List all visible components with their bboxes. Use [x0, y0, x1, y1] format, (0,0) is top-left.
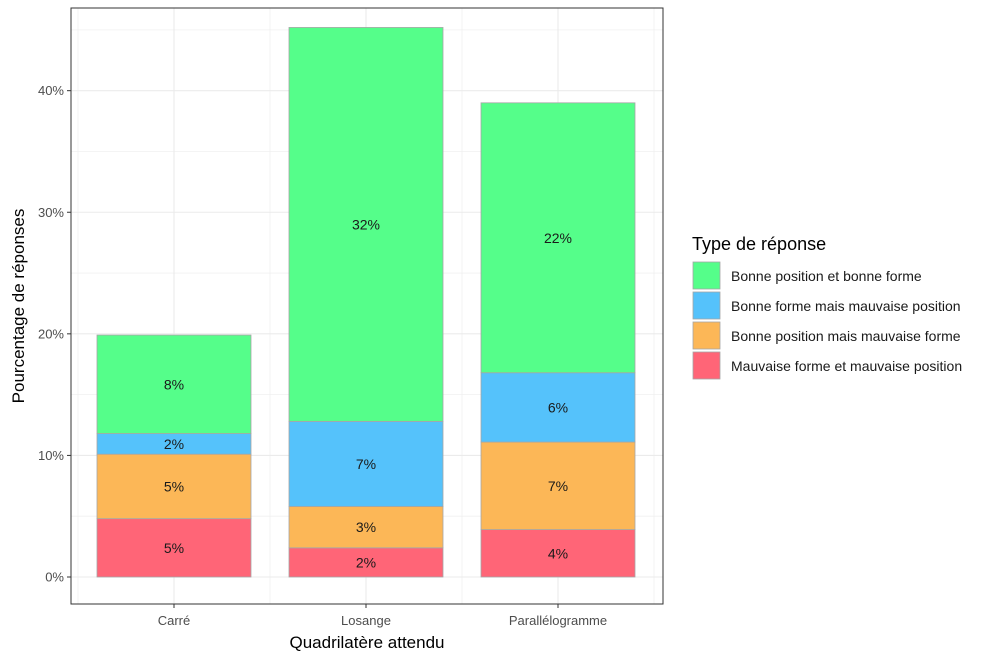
legend-label: Bonne forme mais mauvaise position: [731, 298, 961, 314]
axes-layer: 0% 10% 20% 30% 40% Carré Losange Parallélogramm…: [38, 83, 607, 628]
plot-panel-border: [70, 7, 664, 605]
x-tick-label: Parallélogramme: [509, 613, 607, 628]
bar-segment: [288, 420, 444, 507]
bar-segment-label: 7%: [356, 456, 376, 472]
y-tick-label: 0%: [45, 570, 64, 585]
bar-segment: [480, 441, 636, 530]
x-tick-label: Losange: [341, 613, 391, 628]
bar-segment-label: 8%: [164, 376, 184, 392]
bars-layer: 5% 5% 2% 8% 2% 3% 7% 32% 4% 7% 6% 22%: [96, 27, 636, 578]
bar-segment-label: 2%: [164, 436, 184, 452]
legend: Type de réponse Bonne position et bonne …: [692, 234, 962, 380]
bar-segment: [288, 506, 444, 549]
bar-segment: [480, 102, 636, 374]
legend-title: Type de réponse: [692, 234, 826, 254]
bar-segment: [480, 529, 636, 578]
bar-segment: [288, 27, 444, 422]
legend-key: [692, 351, 721, 380]
bar-segment-label: 4%: [548, 545, 568, 561]
bar-segment: [96, 334, 252, 434]
bar-segment-label: 32%: [352, 216, 380, 232]
legend-label: Mauvaise forme et mauvaise position: [731, 358, 962, 374]
bar-segment-label: 5%: [164, 540, 184, 556]
x-tick-label: Carré: [158, 613, 191, 628]
bar-segment-label: 2%: [356, 554, 376, 570]
legend-label: Bonne position mais mauvaise forme: [731, 328, 961, 344]
bar-segment: [96, 518, 252, 578]
bar-segment-label: 22%: [544, 230, 572, 246]
bar-segment: [288, 547, 444, 578]
bar-segment: [96, 453, 252, 520]
bar-segment-label: 3%: [356, 519, 376, 535]
bar-segment-label: 7%: [548, 478, 568, 494]
y-tick-label: 40%: [38, 83, 64, 98]
legend-key: [692, 321, 721, 350]
y-tick-label: 30%: [38, 205, 64, 220]
y-tick-label: 10%: [38, 448, 64, 463]
y-tick-label: 20%: [38, 326, 64, 341]
y-axis-title: Pourcentage de réponses: [9, 209, 28, 404]
legend-label: Bonne position et bonne forme: [731, 268, 922, 284]
bar-segment-label: 5%: [164, 478, 184, 494]
x-axis-title: Quadrilatère attendu: [290, 633, 445, 652]
legend-key: [692, 291, 721, 320]
bar-segment-label: 6%: [548, 399, 568, 415]
legend-key: [692, 261, 721, 290]
bar-segment: [480, 372, 636, 443]
